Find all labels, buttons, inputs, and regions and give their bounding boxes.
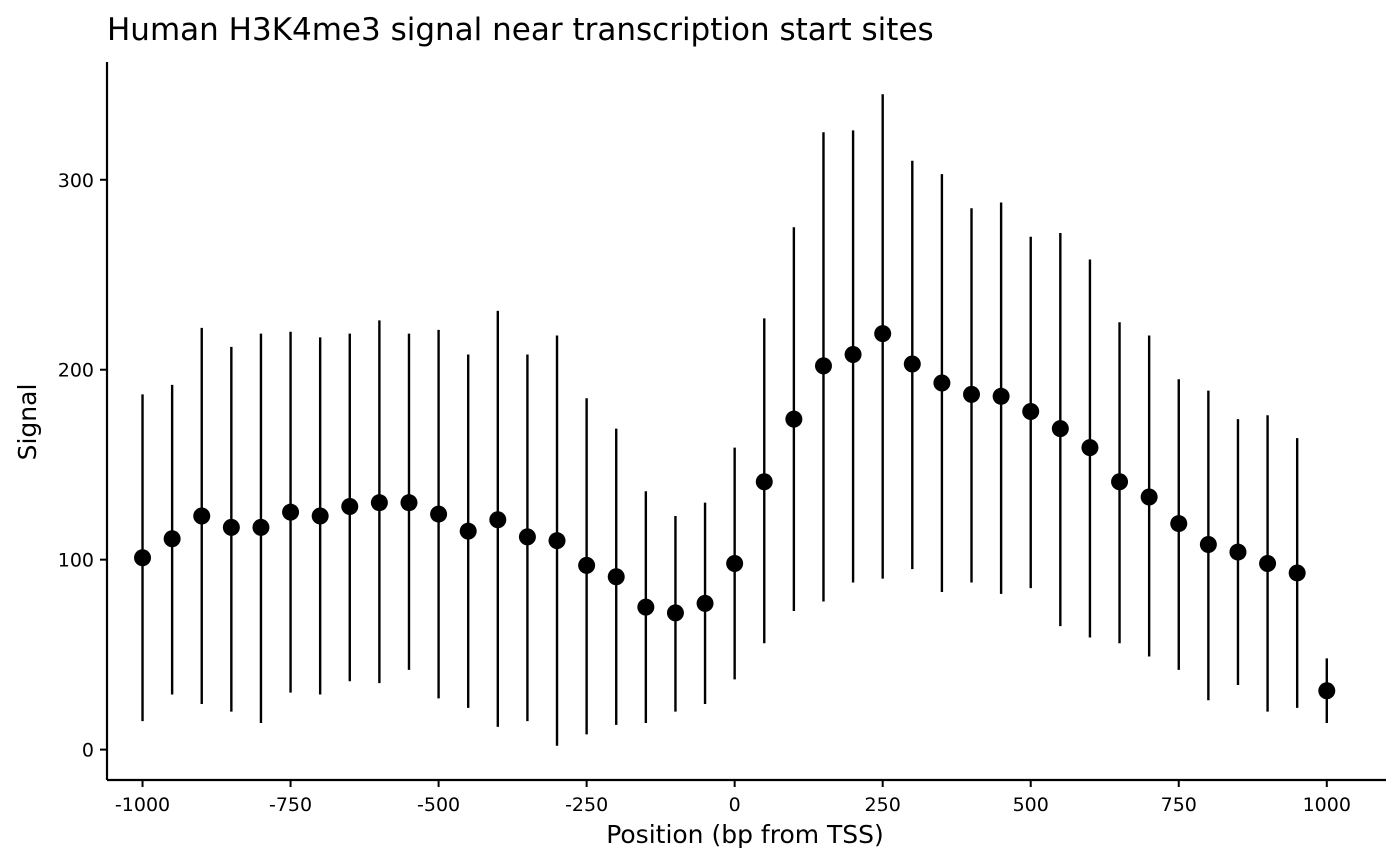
data-point: [400, 494, 418, 512]
y-tick-label: 100: [58, 550, 94, 572]
data-point: [696, 594, 714, 612]
data-point: [430, 505, 448, 523]
data-point: [252, 518, 270, 536]
data-point: [1140, 488, 1158, 506]
data-point: [341, 497, 359, 515]
data-point: [1111, 473, 1129, 491]
data-point: [814, 357, 832, 375]
data-point: [578, 556, 596, 574]
x-tick-label: 0: [729, 794, 741, 816]
x-tick-label: -500: [417, 794, 460, 816]
data-point: [489, 511, 507, 529]
data-point: [163, 530, 181, 548]
data-point: [548, 532, 566, 550]
data-point: [1081, 439, 1099, 457]
data-point: [1288, 564, 1306, 582]
x-axis-ticks: -1000 -750 -500 -250 0 250 500 750 1000: [115, 780, 1351, 816]
data-point: [933, 374, 951, 392]
y-tick-label: 300: [58, 170, 94, 192]
x-tick-label: 500: [1013, 794, 1049, 816]
x-tick-label: -250: [565, 794, 608, 816]
x-tick-label: 250: [865, 794, 901, 816]
y-axis-title: Signal: [13, 384, 42, 461]
data-point: [874, 325, 892, 343]
data-point: [518, 528, 536, 546]
data-point: [134, 549, 152, 567]
y-tick-label: 200: [58, 360, 94, 382]
data-point: [637, 598, 655, 616]
x-tick-label: -1000: [115, 794, 170, 816]
x-axis-title: Position (bp from TSS): [606, 820, 884, 849]
x-tick-label: -750: [269, 794, 312, 816]
data-point: [1229, 543, 1247, 561]
data-points: [134, 325, 1336, 700]
data-point: [1199, 535, 1217, 553]
data-point: [282, 503, 300, 521]
error-bars: [141, 94, 1328, 746]
data-point: [311, 507, 329, 525]
data-point: [1051, 420, 1069, 438]
chart-title: Human H3K4me3 signal near transcription …: [107, 12, 934, 48]
x-tick-label: 1000: [1303, 794, 1351, 816]
data-point: [1318, 682, 1336, 700]
data-point: [844, 346, 862, 364]
y-tick-label: 0: [82, 740, 94, 762]
data-point: [370, 494, 388, 512]
data-point: [785, 410, 803, 428]
x-tick-label: 750: [1161, 794, 1197, 816]
data-point: [222, 518, 240, 536]
data-point: [1022, 403, 1040, 421]
data-point: [726, 554, 744, 572]
data-point: [903, 355, 921, 373]
y-axis-ticks: 0 100 200 300: [58, 170, 107, 762]
data-point: [1170, 515, 1188, 533]
data-point: [666, 604, 684, 622]
data-point: [1259, 554, 1277, 572]
data-point: [992, 387, 1010, 405]
data-point: [963, 385, 981, 403]
data-point: [755, 473, 773, 491]
data-point: [193, 507, 211, 525]
data-point: [459, 522, 477, 540]
data-point: [607, 568, 625, 586]
